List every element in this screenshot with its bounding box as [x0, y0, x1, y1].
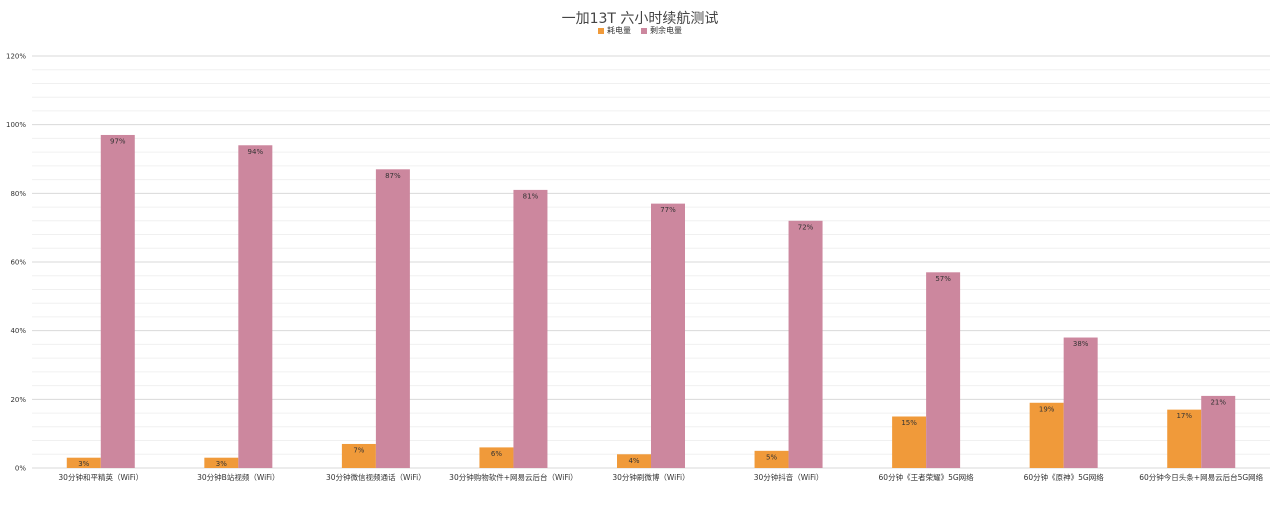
data-label: 21%	[1210, 398, 1226, 406]
bar	[1029, 402, 1064, 468]
bar	[513, 189, 548, 468]
legend-label-consumption: 耗电量	[607, 26, 631, 35]
bar	[1167, 409, 1202, 468]
bar	[754, 450, 789, 468]
x-category-label: 30分钟刷微博（WiFi）	[612, 472, 689, 482]
data-label: 3%	[78, 460, 89, 468]
data-label: 77%	[660, 206, 676, 214]
bar	[204, 457, 239, 468]
bar	[1063, 337, 1098, 468]
x-category-label: 60分钟今日头条+网易云后台5G网络	[1139, 472, 1263, 482]
data-label: 19%	[1039, 405, 1055, 413]
legend-item-consumption: 耗电量	[598, 25, 631, 36]
data-label: 94%	[248, 148, 264, 156]
data-label: 4%	[628, 457, 639, 465]
bar	[788, 220, 823, 468]
bar	[926, 272, 961, 468]
x-category-label: 60分钟《原神》5G网络	[1024, 472, 1105, 482]
bar	[617, 454, 651, 468]
data-label: 7%	[353, 446, 364, 454]
bar	[892, 416, 927, 468]
bar	[238, 145, 273, 468]
bar	[1201, 395, 1236, 468]
y-tick-label: 120%	[6, 53, 26, 61]
bar	[341, 443, 376, 468]
data-label: 87%	[385, 172, 401, 180]
legend-swatch-remaining	[641, 27, 647, 34]
x-category-label: 30分钟B站视频（WiFi）	[197, 472, 279, 482]
bar	[479, 447, 514, 468]
bar	[100, 134, 135, 468]
x-category-label: 30分钟抖音（WiFi）	[754, 472, 824, 482]
data-label: 15%	[901, 419, 917, 427]
data-label: 6%	[491, 450, 502, 458]
y-tick-label: 40%	[10, 327, 26, 335]
y-tick-label: 100%	[6, 121, 26, 129]
x-category-label: 30分钟购物软件+网易云后台（WiFi）	[449, 472, 578, 482]
data-label: 38%	[1073, 340, 1089, 348]
chart-legend: 耗电量 剩余电量	[0, 25, 1280, 36]
chart-title: 一加13T 六小时续航测试	[561, 11, 719, 27]
legend-swatch-consumption	[598, 27, 604, 34]
data-label: 17%	[1176, 412, 1192, 420]
bar	[66, 457, 101, 468]
x-category-label: 30分钟和平精英（WiFi）	[58, 472, 143, 482]
data-label: 97%	[110, 137, 126, 145]
data-label: 3%	[216, 460, 227, 468]
bar	[651, 203, 685, 468]
y-tick-label: 20%	[10, 396, 26, 404]
data-label: 57%	[935, 275, 951, 283]
data-label: 81%	[523, 192, 539, 200]
data-label: 72%	[798, 223, 814, 231]
x-category-label: 60分钟《王者荣耀》5G网络	[879, 472, 975, 482]
legend-item-remaining: 剩余电量	[641, 25, 682, 36]
y-tick-label: 80%	[10, 190, 26, 198]
y-tick-label: 0%	[15, 465, 26, 473]
x-category-label: 30分钟微信视频通话（WiFi）	[326, 472, 426, 482]
data-label: 5%	[766, 453, 777, 461]
bar	[375, 169, 410, 469]
y-tick-label: 60%	[10, 259, 26, 267]
legend-label-remaining: 剩余电量	[650, 26, 682, 35]
